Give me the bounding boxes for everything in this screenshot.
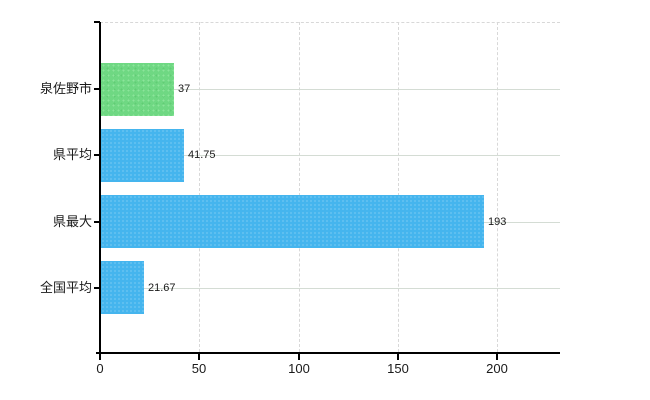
bar-value-label: 21.67 [148,282,176,294]
vertical-gridline [497,22,498,352]
x-axis-tick [397,354,399,360]
bar [101,63,174,116]
x-axis-line [96,352,560,354]
y-axis-label: 泉佐野市 [39,81,92,96]
vertical-gridline [298,22,300,352]
y-axis-tick [94,88,100,90]
y-axis-tick [94,287,100,289]
x-axis-tick [298,354,300,360]
y-axis-line [99,22,101,352]
bar-value-label: 193 [488,216,507,228]
x-axis-tick-label: 200 [486,361,508,376]
category-gridline [100,288,560,289]
x-axis-tick-label: 100 [288,361,310,376]
category-gridline [100,89,560,90]
y-axis-label: 全国平均 [39,280,92,295]
plot-top-border [100,22,560,23]
bar-value-label: 37 [178,83,191,95]
x-axis-tick [496,354,498,360]
x-axis-tick-label: 150 [387,361,409,376]
y-axis-label: 県平均 [52,147,92,162]
x-axis-tick-label: 0 [96,361,104,376]
y-axis-top-tick [94,21,100,23]
y-axis-label: 県最大 [52,214,92,229]
y-axis-tick [94,221,100,223]
bar-value-label: 41.75 [188,149,216,161]
bar [101,195,484,248]
category-gridline [100,155,560,156]
y-axis-tick [94,154,100,156]
bar [101,261,144,314]
x-axis-tick [198,354,200,360]
vertical-gridline [397,22,399,352]
bar [101,129,184,182]
vertical-gridline [199,22,201,352]
x-axis-tick [99,354,101,360]
x-axis-tick-label: 50 [191,361,207,376]
